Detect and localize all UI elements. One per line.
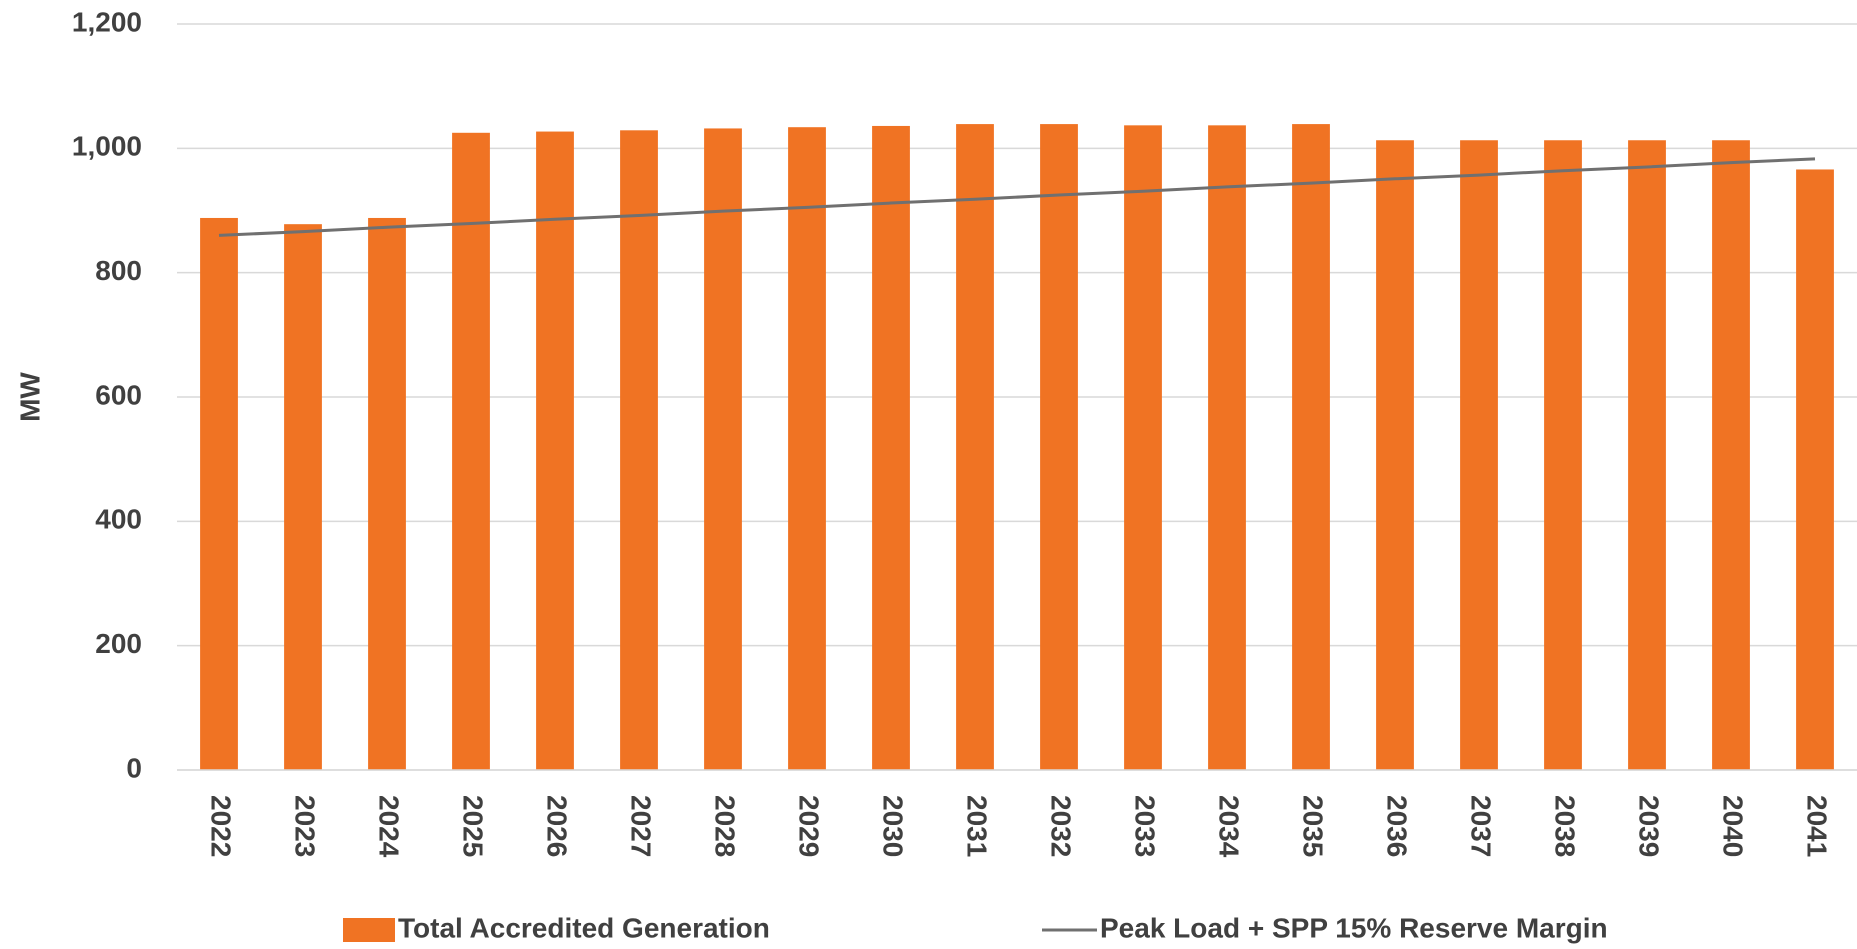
y-tick-label: 600	[95, 379, 142, 410]
y-tick-label: 200	[95, 628, 142, 659]
bar	[872, 125, 910, 771]
bar	[1628, 140, 1666, 771]
x-tick-label: 2037	[1466, 795, 1497, 857]
bar	[1796, 169, 1834, 771]
legend-label: Peak Load + SPP 15% Reserve Margin	[1100, 912, 1608, 943]
bar	[1124, 125, 1162, 770]
legend-swatch	[343, 918, 395, 942]
bar	[1040, 124, 1078, 771]
x-tick-label: 2034	[1214, 795, 1245, 858]
x-tick-label: 2030	[878, 795, 909, 857]
x-tick-label: 2035	[1298, 795, 1329, 857]
x-tick-label: 2032	[1046, 795, 1077, 857]
bar	[536, 131, 574, 770]
bar	[956, 124, 994, 771]
x-tick-label: 2038	[1550, 795, 1581, 857]
y-tick-label: 400	[95, 504, 142, 535]
x-tick-label: 2033	[1130, 795, 1161, 857]
bar	[1208, 125, 1246, 770]
bar	[788, 127, 826, 771]
x-tick-label: 2023	[290, 795, 321, 857]
bar	[704, 128, 742, 770]
x-tick-label: 2027	[626, 795, 657, 857]
x-tick-label: 2039	[1634, 795, 1665, 857]
bar	[200, 217, 238, 770]
bar	[452, 132, 490, 770]
bar	[284, 224, 322, 771]
line	[218, 157, 1816, 237]
bar	[368, 217, 406, 770]
bar	[1460, 140, 1498, 771]
x-tick-label: 2036	[1382, 795, 1413, 857]
y-tick-label: 1,000	[72, 131, 142, 162]
bar	[1292, 124, 1330, 771]
y-tick-label: 1,200	[72, 6, 142, 37]
bar	[620, 130, 658, 770]
bar	[1544, 140, 1582, 771]
y-axis-label: MW	[14, 372, 45, 422]
x-tick-label: 2028	[710, 795, 741, 857]
x-tick-label: 2029	[794, 795, 825, 857]
x-tick-label: 2025	[458, 795, 489, 857]
legend-label: Total Accredited Generation	[398, 912, 770, 943]
bar	[1712, 140, 1750, 771]
bar	[1376, 140, 1414, 771]
y-tick-label: 0	[126, 752, 142, 783]
x-tick-label: 2024	[374, 795, 405, 858]
x-tick-label: 2040	[1718, 795, 1749, 857]
x-tick-label: 2041	[1802, 795, 1833, 857]
y-tick-label: 800	[95, 255, 142, 286]
x-tick-label: 2022	[206, 795, 237, 857]
x-tick-label: 2031	[962, 795, 993, 857]
x-tick-label: 2026	[542, 795, 573, 857]
